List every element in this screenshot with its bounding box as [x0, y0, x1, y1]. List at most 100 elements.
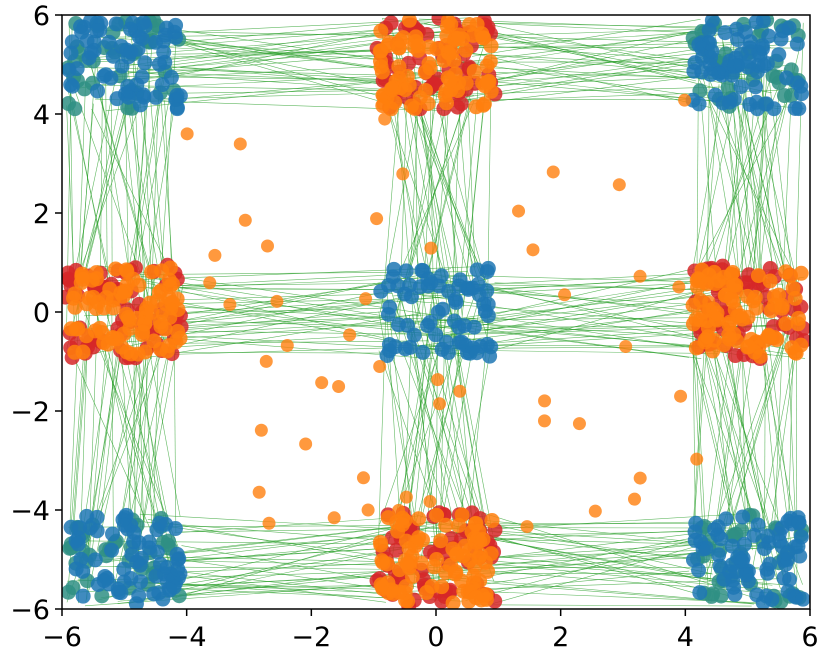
data-point-blue	[434, 341, 450, 357]
mapping-line	[158, 288, 469, 332]
data-point-orange	[793, 337, 809, 353]
data-point-blue	[133, 574, 149, 590]
data-point-blue	[469, 262, 485, 278]
data-point-outlier	[280, 339, 294, 353]
data-point-orange	[161, 272, 177, 288]
data-point-blue	[69, 61, 85, 77]
data-point-orange	[479, 58, 495, 74]
data-point-outlier	[203, 276, 217, 290]
data-point-blue	[151, 515, 167, 531]
data-point-outlier	[433, 397, 447, 411]
data-point-orange	[722, 331, 738, 347]
data-point-blue	[415, 263, 431, 279]
data-point-orange	[100, 336, 116, 352]
x-tick-label: 2	[552, 622, 569, 650]
data-point-blue	[155, 591, 171, 607]
data-point-blue	[89, 509, 105, 525]
mapping-line	[137, 45, 380, 60]
data-point-blue	[172, 88, 188, 104]
data-point-outlier	[259, 354, 273, 368]
data-point-blue	[98, 67, 114, 83]
mapping-line	[708, 99, 741, 292]
data-point-orange	[438, 517, 454, 533]
mapping-line	[379, 355, 438, 525]
data-point-orange	[372, 534, 388, 550]
data-point-outlier	[431, 373, 445, 387]
data-point-blue	[385, 269, 401, 285]
data-point-orange	[374, 553, 390, 569]
mapping-line	[700, 102, 718, 281]
data-point-orange	[399, 68, 415, 84]
data-point-blue	[712, 558, 728, 574]
data-point-blue	[72, 520, 88, 536]
mapping-line	[471, 18, 701, 57]
data-point-blue	[132, 97, 148, 113]
plot-area	[62, 15, 810, 609]
data-point-blue	[148, 89, 164, 105]
data-point-outlier	[619, 340, 633, 354]
data-point-blue	[89, 23, 105, 39]
data-point-blue	[779, 70, 795, 86]
data-point-orange	[480, 74, 496, 90]
mapping-line	[763, 325, 766, 606]
data-point-orange	[461, 17, 477, 33]
data-point-blue	[83, 45, 99, 61]
data-point-blue	[448, 294, 464, 310]
data-point-blue	[435, 301, 451, 317]
data-point-blue	[89, 523, 105, 539]
data-point-blue	[716, 571, 732, 587]
data-point-orange	[387, 94, 403, 110]
data-point-orange	[429, 507, 445, 523]
x-tick-label: 6	[801, 622, 818, 650]
data-point-blue	[748, 79, 764, 95]
mapping-line	[173, 328, 177, 533]
data-point-red	[388, 542, 404, 558]
data-point-orange	[373, 23, 389, 39]
data-point-outlier	[633, 471, 647, 485]
x-tick-label: −2	[291, 622, 331, 650]
data-point-outlier	[678, 93, 692, 107]
mapping-line	[87, 30, 457, 59]
data-point-orange	[63, 321, 79, 337]
data-point-orange	[438, 95, 454, 111]
data-point-orange	[706, 264, 722, 280]
data-point-outlier	[537, 414, 551, 428]
data-point-blue	[687, 532, 703, 548]
data-point-blue	[87, 552, 103, 568]
data-point-blue	[406, 327, 422, 343]
data-point-blue	[124, 547, 140, 563]
data-point-orange	[750, 268, 766, 284]
data-point-orange	[411, 511, 427, 527]
mapping-line	[760, 335, 799, 601]
mapping-line	[438, 111, 486, 281]
mapping-line	[451, 322, 720, 339]
data-point-blue	[454, 334, 470, 350]
data-point-orange	[119, 262, 135, 278]
data-point-orange	[790, 316, 806, 332]
data-point-outlier	[270, 294, 284, 308]
data-point-blue	[64, 78, 80, 94]
mapping-line	[154, 524, 420, 562]
data-point-outlier	[359, 292, 373, 306]
data-point-orange	[90, 295, 106, 311]
data-point-orange	[105, 292, 121, 308]
data-point-outlier	[538, 394, 552, 408]
data-point-blue	[779, 545, 795, 561]
data-point-blue	[169, 546, 185, 562]
data-point-outlier	[399, 490, 413, 504]
data-point-outlier	[233, 137, 247, 151]
data-point-orange	[401, 15, 417, 28]
mapping-line	[429, 85, 435, 347]
data-point-teal	[94, 588, 110, 604]
data-point-outlier	[558, 288, 572, 302]
data-point-orange	[787, 290, 803, 306]
mapping-line	[167, 293, 472, 325]
data-point-blue	[104, 542, 120, 558]
data-point-orange	[762, 273, 778, 289]
data-point-orange	[434, 579, 450, 595]
mapping-line	[429, 98, 472, 269]
mapping-line	[409, 81, 474, 348]
mapping-line	[463, 21, 723, 35]
data-point-blue	[685, 552, 701, 568]
data-point-orange	[735, 311, 751, 327]
